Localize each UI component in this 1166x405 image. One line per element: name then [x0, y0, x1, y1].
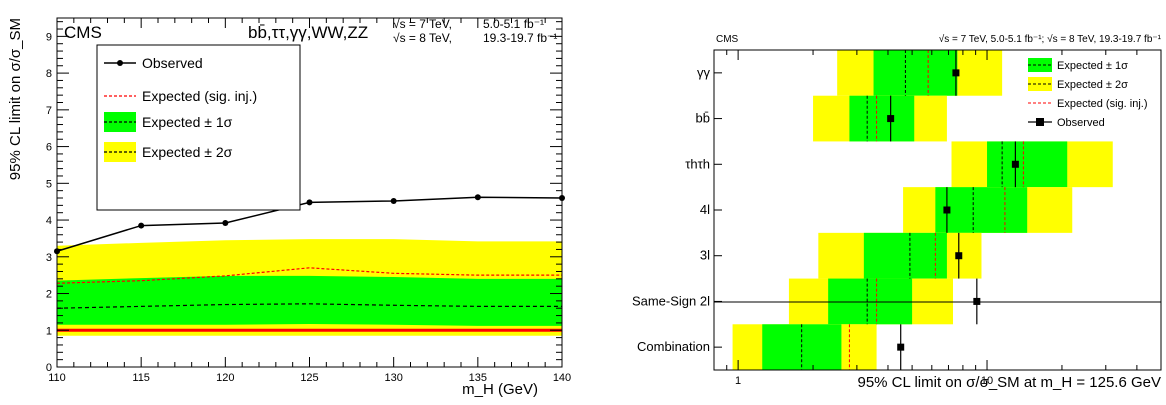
right-markers — [801, 50, 1024, 370]
right-category-labels: γγ bb̄ τhτh 4l 3l Same-Sign 2l Combination — [632, 65, 711, 354]
left-chart: 110 115 120 125 130 135 140 0 1 2 3 4 5 6 7 8 9 CMS bb̄,… — [7, 17, 571, 398]
right-observed-marker — [1011, 160, 1019, 168]
right-legend-observed: Observed — [1028, 117, 1105, 129]
left-x-tick-label: 130 — [384, 372, 402, 384]
left-y-tick-label: 2 — [46, 289, 52, 301]
left-observed-point — [474, 194, 481, 201]
left-legend-box — [96, 44, 301, 211]
left-legend-observed-marker — [117, 60, 123, 66]
left-y-tick-label: 1 — [46, 325, 52, 337]
left-legend-2sigma-label: Expected ± 2σ — [142, 144, 233, 160]
right-band-1sigma — [849, 95, 915, 142]
right-legend-2sigma-label: Expected ± 2σ — [1057, 79, 1128, 91]
right-legend-1sigma: Expected ± 1σ — [1028, 58, 1128, 72]
right-observed-marker — [955, 252, 963, 260]
left-y-tick-label: 8 — [46, 68, 52, 80]
left-legend-sig-inj: Expected (sig. inj.) — [104, 88, 257, 104]
left-legend-2sigma: Expected ± 2σ — [104, 142, 233, 162]
right-observed-marker — [887, 115, 895, 123]
left-x-tick-label: 140 — [553, 372, 571, 384]
left-lumi-label-2: 19.3-19.7 fb⁻¹ — [483, 31, 557, 45]
right-observed-marker — [973, 297, 981, 305]
left-series-expected — [56, 303, 562, 309]
right-observed-marker — [897, 343, 905, 351]
left-x-tick-label: 125 — [300, 372, 318, 384]
left-legend-sig-inj-label: Expected (sig. inj.) — [142, 88, 257, 104]
right-observed-marker — [952, 69, 960, 77]
right-legend-sig-inj: Expected (sig. inj.) — [1028, 98, 1147, 110]
left-y-tick-label: 7 — [46, 105, 52, 117]
left-legend-observed: Observed — [104, 55, 203, 71]
left-energy-label-2: √s = 8 TeV, — [393, 31, 452, 45]
left-y-tick-label: 3 — [46, 252, 52, 264]
right-chart: 1 10 γγ bb̄ τhτh 4l 3l Same-Sign 2l Combination… — [632, 33, 1162, 391]
right-axis-ticks: 1 10 — [713, 50, 1162, 387]
right-band-1sigma — [828, 278, 913, 325]
left-observed-point — [306, 199, 313, 206]
left-y-tick-label: 5 — [46, 178, 52, 190]
right-legend-observed-label: Observed — [1057, 117, 1105, 129]
right-band-1sigma — [935, 187, 1028, 233]
left-legend: Observed Expected (sig. inj.) Expected ±… — [96, 44, 301, 211]
right-category-label: Combination — [637, 339, 710, 354]
left-y-tick-label: 4 — [46, 215, 52, 227]
left-series-expected-sig-inj — [56, 267, 562, 284]
left-legend-observed-label: Observed — [142, 55, 203, 71]
left-x-tick-label: 110 — [48, 372, 66, 384]
right-x-tick-label: 1 — [735, 375, 741, 387]
left-x-axis-title: m_H (GeV) — [462, 381, 538, 398]
left-bands — [57, 239, 562, 336]
left-y-axis-title: 95% CL limit on σ/σ_SM — [7, 18, 24, 180]
left-y-tick-label: 0 — [46, 362, 52, 374]
right-energy-label: √s = 7 TeV, 5.0-5.1 fb⁻¹; √s = 8 TeV, 19… — [939, 33, 1162, 45]
left-legend-1sigma-label: Expected ± 1σ — [142, 114, 233, 130]
left-x-tick-label: 135 — [469, 372, 487, 384]
right-category-label: bb̄ — [696, 111, 710, 126]
left-lumi-label-1: 5.0-5.1 fb⁻¹ — [483, 17, 544, 31]
left-observed-point — [138, 222, 145, 229]
left-y-tick-label: 6 — [46, 142, 52, 154]
right-category-label: τhτh — [685, 156, 710, 171]
left-observed-point — [222, 219, 229, 226]
right-band-1sigma — [863, 232, 947, 279]
right-observed-marker — [943, 206, 951, 214]
left-x-tick-label: 115 — [132, 372, 150, 384]
left-axis-ticks: 110 115 120 125 130 135 140 0 1 2 3 4 5 6 7 8 9 — [46, 18, 571, 384]
right-category-label: Same-Sign 2l — [632, 293, 710, 308]
right-legend-2sigma: Expected ± 2σ — [1028, 77, 1128, 91]
left-x-tick-label: 120 — [216, 372, 234, 384]
left-band-1sigma — [57, 275, 562, 326]
right-category-label: 4l — [700, 202, 710, 217]
right-x-tick-label: 10 — [981, 375, 993, 387]
right-x-axis-title: 95% CL limit on σ/σ_SM at m_H = 125.6 Ge… — [857, 374, 1161, 391]
right-category-label: γγ — [697, 65, 711, 80]
right-legend: Expected ± 1σ Expected ± 2σ Expected (si… — [1028, 58, 1147, 129]
right-band-1sigma — [873, 50, 958, 96]
right-band-1sigma — [987, 141, 1068, 188]
right-bands — [732, 50, 1113, 370]
left-experiment-label: CMS — [64, 23, 102, 42]
left-channel-title: bb̄,ττ,γγ,WW,ZZ — [248, 23, 368, 42]
right-legend-1sigma-label: Expected ± 1σ — [1057, 60, 1128, 72]
right-legend-observed-marker — [1036, 118, 1044, 126]
left-legend-1sigma: Expected ± 1σ — [104, 112, 233, 132]
left-energy-label-1: √s = 7 TeV, — [393, 17, 452, 31]
left-y-tick-label: 9 — [46, 31, 52, 43]
right-legend-sig-inj-label: Expected (sig. inj.) — [1057, 98, 1147, 110]
right-experiment-label: CMS — [716, 34, 739, 45]
right-category-label: 3l — [700, 248, 710, 263]
left-observed-point — [390, 197, 397, 204]
